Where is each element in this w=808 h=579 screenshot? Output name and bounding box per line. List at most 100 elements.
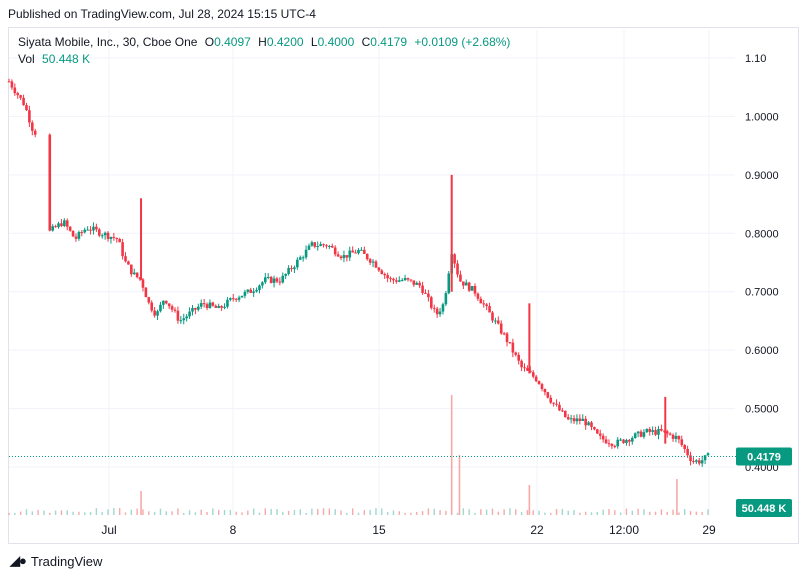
volume-bar [421, 511, 424, 515]
volume-bar [229, 509, 232, 515]
candle-body [572, 418, 576, 422]
close-label: C [361, 35, 371, 49]
candle-body [657, 428, 660, 435]
candle-body [275, 278, 279, 282]
x-tick-label: 22 [530, 523, 544, 537]
candle-body [447, 273, 451, 294]
candle-body [77, 232, 81, 239]
volume-bar [404, 512, 406, 515]
candle-body [112, 236, 116, 238]
candle-body [351, 250, 354, 253]
candle-body [575, 418, 579, 422]
candle-body [360, 249, 363, 251]
candle-body [526, 368, 529, 371]
candle-body [505, 333, 509, 343]
candle-body [237, 297, 241, 300]
volume-bar [480, 509, 482, 515]
volume-bar [567, 510, 569, 515]
candle-body [333, 247, 337, 255]
brand-label: TradingView [30, 553, 103, 569]
candle-body [494, 320, 497, 322]
volume-badge-label: 50.448 K [742, 503, 787, 515]
candle-body [33, 130, 37, 135]
volume-bar [317, 508, 319, 515]
volume-bar [66, 510, 68, 515]
candle-body [598, 433, 602, 436]
candle-body [523, 367, 526, 369]
volume-bar [625, 508, 628, 515]
volume-bar [381, 508, 383, 515]
last-price-label: 0.4179 [747, 452, 781, 464]
volume-bar [235, 511, 237, 515]
candle-body [287, 268, 290, 274]
volume-bar [78, 511, 80, 515]
volume-bar [491, 508, 494, 515]
candle-body [520, 360, 523, 368]
candle-body [590, 422, 593, 428]
candle-body [677, 435, 681, 440]
candle-body [488, 306, 491, 313]
candle-body [561, 410, 564, 412]
candle-body [103, 232, 107, 236]
candle-body [214, 305, 218, 308]
candle-body [22, 97, 25, 106]
candle-body [473, 286, 477, 294]
volume-bar [218, 509, 220, 515]
candle-body [459, 274, 462, 282]
volume-bar [654, 511, 657, 515]
volume-spike [528, 485, 531, 515]
candle-body [482, 303, 486, 305]
candle-body [28, 110, 31, 123]
candle-body [296, 259, 299, 268]
candle-body [546, 392, 550, 398]
candle-body [435, 308, 439, 315]
volume-bar [89, 511, 92, 515]
candle-body [400, 280, 404, 282]
candle-body [135, 272, 139, 278]
candle-body [703, 455, 707, 461]
x-tick-label: Jul [101, 523, 116, 537]
volume-bar [678, 512, 680, 515]
candle-body [252, 291, 255, 293]
volume-bar [701, 512, 703, 515]
candle-body [191, 307, 194, 312]
candle-body [467, 282, 471, 291]
candle-body [395, 280, 398, 282]
candle-body [115, 237, 119, 239]
candle-body [197, 306, 200, 310]
candle-body [389, 278, 392, 280]
chart-legend: Siyata Mobile, Inc., 30, Cboe One O0.409… [18, 34, 510, 66]
candle-body [680, 439, 684, 446]
candle-body [141, 279, 145, 288]
candle-body [604, 439, 608, 444]
candle-body [593, 427, 596, 430]
candle-body [342, 255, 346, 259]
tradingview-logo-icon: ◢● [10, 553, 27, 568]
volume-bar [689, 511, 692, 515]
y-tick-label: 0.8000 [745, 228, 779, 240]
candle-body [121, 242, 124, 257]
candle-body [229, 298, 232, 300]
volume-bar [282, 511, 284, 515]
candle-body [147, 297, 151, 303]
volume-bar [363, 510, 366, 515]
volume-bar [276, 509, 278, 515]
candle-body [511, 342, 515, 353]
volume-bar [43, 510, 45, 515]
candle-body [380, 270, 384, 274]
candle-body [537, 381, 541, 385]
volume-bar [456, 512, 459, 515]
candle-body [485, 304, 488, 307]
volume-bar [206, 512, 208, 515]
candle-body [51, 226, 54, 231]
candle-body [65, 220, 69, 227]
candle-body [16, 93, 20, 96]
volume-bar [660, 509, 663, 515]
tradingview-brand[interactable]: ◢● TradingView [10, 553, 102, 569]
candle-body [354, 252, 357, 254]
candle-body [226, 299, 229, 307]
volume-spike [458, 455, 461, 515]
candle-body [258, 285, 261, 290]
candle-body [319, 244, 322, 247]
